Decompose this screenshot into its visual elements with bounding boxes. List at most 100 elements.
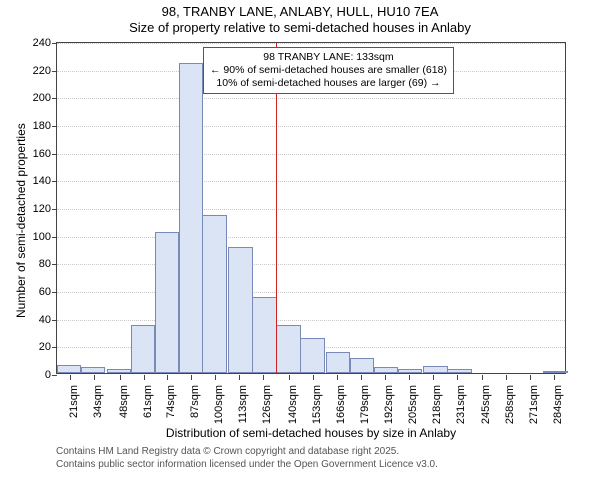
- x-tick-mark: [263, 375, 264, 380]
- histogram-bar: [202, 215, 226, 373]
- x-tick-mark: [385, 375, 386, 380]
- x-tick-mark: [289, 375, 290, 380]
- y-tick-mark: [52, 71, 57, 72]
- y-tick-mark: [52, 43, 57, 44]
- x-tick-label: 192sqm: [383, 385, 395, 424]
- gridline: [57, 237, 565, 238]
- histogram-bar: [423, 366, 447, 373]
- x-axis-label: Distribution of semi-detached houses by …: [56, 426, 566, 440]
- y-tick-mark: [52, 320, 57, 321]
- x-tick-mark: [191, 375, 192, 380]
- histogram-bar: [155, 232, 179, 373]
- histogram-bar: [276, 325, 300, 373]
- annotation-line: ← 90% of semi-detached houses are smalle…: [210, 64, 447, 77]
- x-tick-label: 61sqm: [142, 385, 154, 418]
- gridline: [57, 43, 565, 44]
- histogram-bar: [57, 365, 81, 373]
- x-tick-label: 218sqm: [431, 385, 443, 424]
- x-tick-mark: [433, 375, 434, 380]
- y-tick-mark: [52, 209, 57, 210]
- y-tick-label: 140: [21, 175, 51, 187]
- y-tick-label: 100: [21, 231, 51, 243]
- gridline: [57, 292, 565, 293]
- x-tick-label: 271sqm: [528, 385, 540, 424]
- x-tick-label: 113sqm: [237, 385, 249, 423]
- y-tick-label: 120: [21, 203, 51, 215]
- x-tick-mark: [313, 375, 314, 380]
- y-tick-label: 80: [21, 258, 51, 270]
- y-tick-label: 20: [21, 341, 51, 353]
- y-tick-mark: [52, 347, 57, 348]
- histogram-bar: [107, 369, 131, 373]
- gridline: [57, 98, 565, 99]
- x-tick-mark: [239, 375, 240, 380]
- y-tick-label: 240: [21, 37, 51, 49]
- x-tick-mark: [337, 375, 338, 380]
- histogram-bar: [543, 371, 567, 373]
- gridline: [57, 320, 565, 321]
- x-tick-mark: [409, 375, 410, 380]
- y-tick-mark: [52, 292, 57, 293]
- gridline: [57, 264, 565, 265]
- gridline: [57, 209, 565, 210]
- x-tick-mark: [215, 375, 216, 380]
- x-tick-label: 87sqm: [189, 385, 201, 418]
- x-tick-mark: [94, 375, 95, 380]
- histogram-bar: [252, 297, 276, 373]
- x-tick-label: 284sqm: [552, 385, 564, 424]
- gridline: [57, 126, 565, 127]
- annotation-line: 10% of semi-detached houses are larger (…: [210, 77, 447, 90]
- y-tick-label: 60: [21, 286, 51, 298]
- x-tick-mark: [530, 375, 531, 380]
- x-tick-label: 258sqm: [504, 385, 516, 424]
- annotation-box: 98 TRANBY LANE: 133sqm← 90% of semi-deta…: [203, 47, 454, 94]
- x-tick-label: 231sqm: [455, 385, 467, 424]
- x-tick-label: 74sqm: [165, 385, 177, 418]
- x-tick-mark: [144, 375, 145, 380]
- histogram-bar: [131, 325, 155, 373]
- x-tick-mark: [167, 375, 168, 380]
- y-tick-mark: [52, 98, 57, 99]
- y-tick-mark: [52, 126, 57, 127]
- x-tick-mark: [457, 375, 458, 380]
- histogram-bar: [374, 367, 398, 373]
- x-tick-mark: [361, 375, 362, 380]
- x-tick-label: 34sqm: [92, 385, 104, 418]
- attribution-line2: Contains public sector information licen…: [56, 459, 438, 472]
- x-tick-label: 153sqm: [311, 385, 323, 424]
- histogram-bar: [228, 247, 252, 373]
- histogram-bar: [350, 358, 374, 373]
- histogram-bar: [81, 367, 105, 373]
- x-tick-label: 166sqm: [335, 385, 347, 424]
- x-tick-mark: [120, 375, 121, 380]
- gridline: [57, 154, 565, 155]
- chart-plot-area: 02040608010012014016018020022024021sqm34…: [56, 42, 566, 374]
- x-tick-label: 179sqm: [359, 385, 371, 424]
- x-tick-mark: [70, 375, 71, 380]
- y-tick-label: 160: [21, 148, 51, 160]
- y-tick-label: 200: [21, 92, 51, 104]
- attribution-text: Contains HM Land Registry data © Crown c…: [56, 446, 438, 471]
- x-tick-label: 140sqm: [287, 385, 299, 424]
- y-tick-mark: [52, 237, 57, 238]
- x-tick-label: 205sqm: [407, 385, 419, 424]
- y-tick-label: 180: [21, 120, 51, 132]
- x-tick-label: 100sqm: [213, 385, 225, 424]
- y-tick-label: 0: [21, 369, 51, 381]
- x-tick-mark: [554, 375, 555, 380]
- y-tick-mark: [52, 375, 57, 376]
- y-tick-mark: [52, 264, 57, 265]
- annotation-line: 98 TRANBY LANE: 133sqm: [210, 51, 447, 64]
- x-tick-label: 245sqm: [480, 385, 492, 424]
- x-tick-label: 48sqm: [118, 385, 130, 418]
- chart-title-line1: 98, TRANBY LANE, ANLABY, HULL, HU10 7EA: [0, 4, 600, 20]
- attribution-line1: Contains HM Land Registry data © Crown c…: [56, 446, 438, 459]
- gridline: [57, 181, 565, 182]
- x-tick-label: 126sqm: [261, 385, 273, 424]
- y-tick-label: 40: [21, 314, 51, 326]
- histogram-bar: [326, 352, 350, 373]
- histogram-bar: [300, 338, 324, 373]
- histogram-bar: [179, 63, 203, 373]
- y-tick-mark: [52, 181, 57, 182]
- x-tick-mark: [506, 375, 507, 380]
